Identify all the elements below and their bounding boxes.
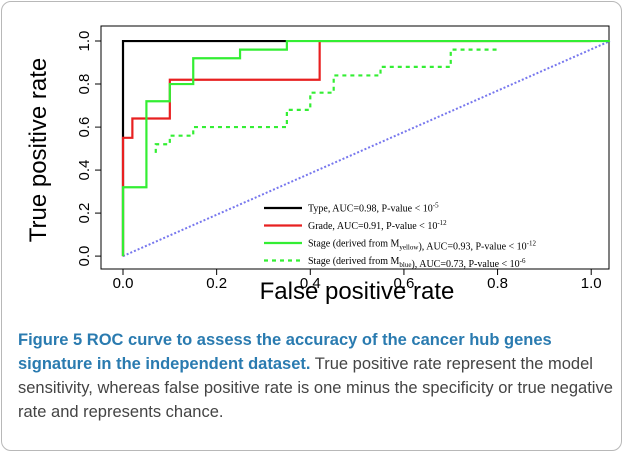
legend-sup: -6 [520,257,526,265]
legend-label: Type, AUC=0.98, P-value < 10-5 [308,202,439,215]
x-axis-label: False positive rate [260,278,455,305]
y-tick-label: 1.0 [76,31,93,52]
y-tick-label: 0.8 [76,74,93,95]
caption: Figure 5 ROC curve to assess the accurac… [18,328,618,424]
legend-text: Type, AUC=0.98, P-value < 10 [308,204,433,215]
roc-line [121,39,592,257]
caption-label: Figure 5 [18,331,83,349]
y-tick-label: 0.6 [76,117,93,138]
caption-title: ROC curve to assess the accuracy of the … [18,331,552,373]
roc-line [121,39,287,257]
legend-sup: -12 [527,240,537,248]
legend-label: Stage (derived from Mblue), AUC=0.73, P-… [308,256,526,270]
chart: False positive rate True positive rate 0… [25,25,611,305]
x-tick-label: 0.2 [206,275,227,292]
legend-sup: -5 [433,202,439,210]
caption-text: True positive rate represent the model s… [18,355,613,421]
legend-text: Stage (derived from M [308,256,399,267]
legend-sub: blue [399,261,411,269]
x-tick-label: 0.6 [393,275,414,292]
legend-sup: -12 [437,219,447,227]
reference-line [122,40,611,258]
legend-text: ), AUC=0.73, P-value < 10 [411,259,519,270]
roc-line [121,39,610,257]
x-tick-label: 0.0 [113,275,134,292]
legend-label: Grade, AUC=0.91, P-value < 10-12 [308,219,447,232]
x-tick-label: 1.0 [581,275,602,292]
plot-frame [100,25,610,270]
y-tick-label: 0.2 [76,203,93,224]
y-tick-label: 0.4 [76,160,93,181]
y-tick-label: 0.0 [76,246,93,267]
legend-text: ), AUC=0.93, P-value < 10 [418,242,526,253]
y-axis-label: True positive rate [25,58,52,243]
x-tick-label: 0.4 [300,275,321,292]
legend-text: Grade, AUC=0.91, P-value < 10 [308,221,437,232]
legend-text: Stage (derived from M [308,239,399,250]
legend-label: Stage (derived from Myellow), AUC=0.93, … [308,239,536,253]
x-tick-label: 0.8 [487,275,508,292]
roc-line [154,48,498,153]
legend-sub: yellow [399,244,419,252]
